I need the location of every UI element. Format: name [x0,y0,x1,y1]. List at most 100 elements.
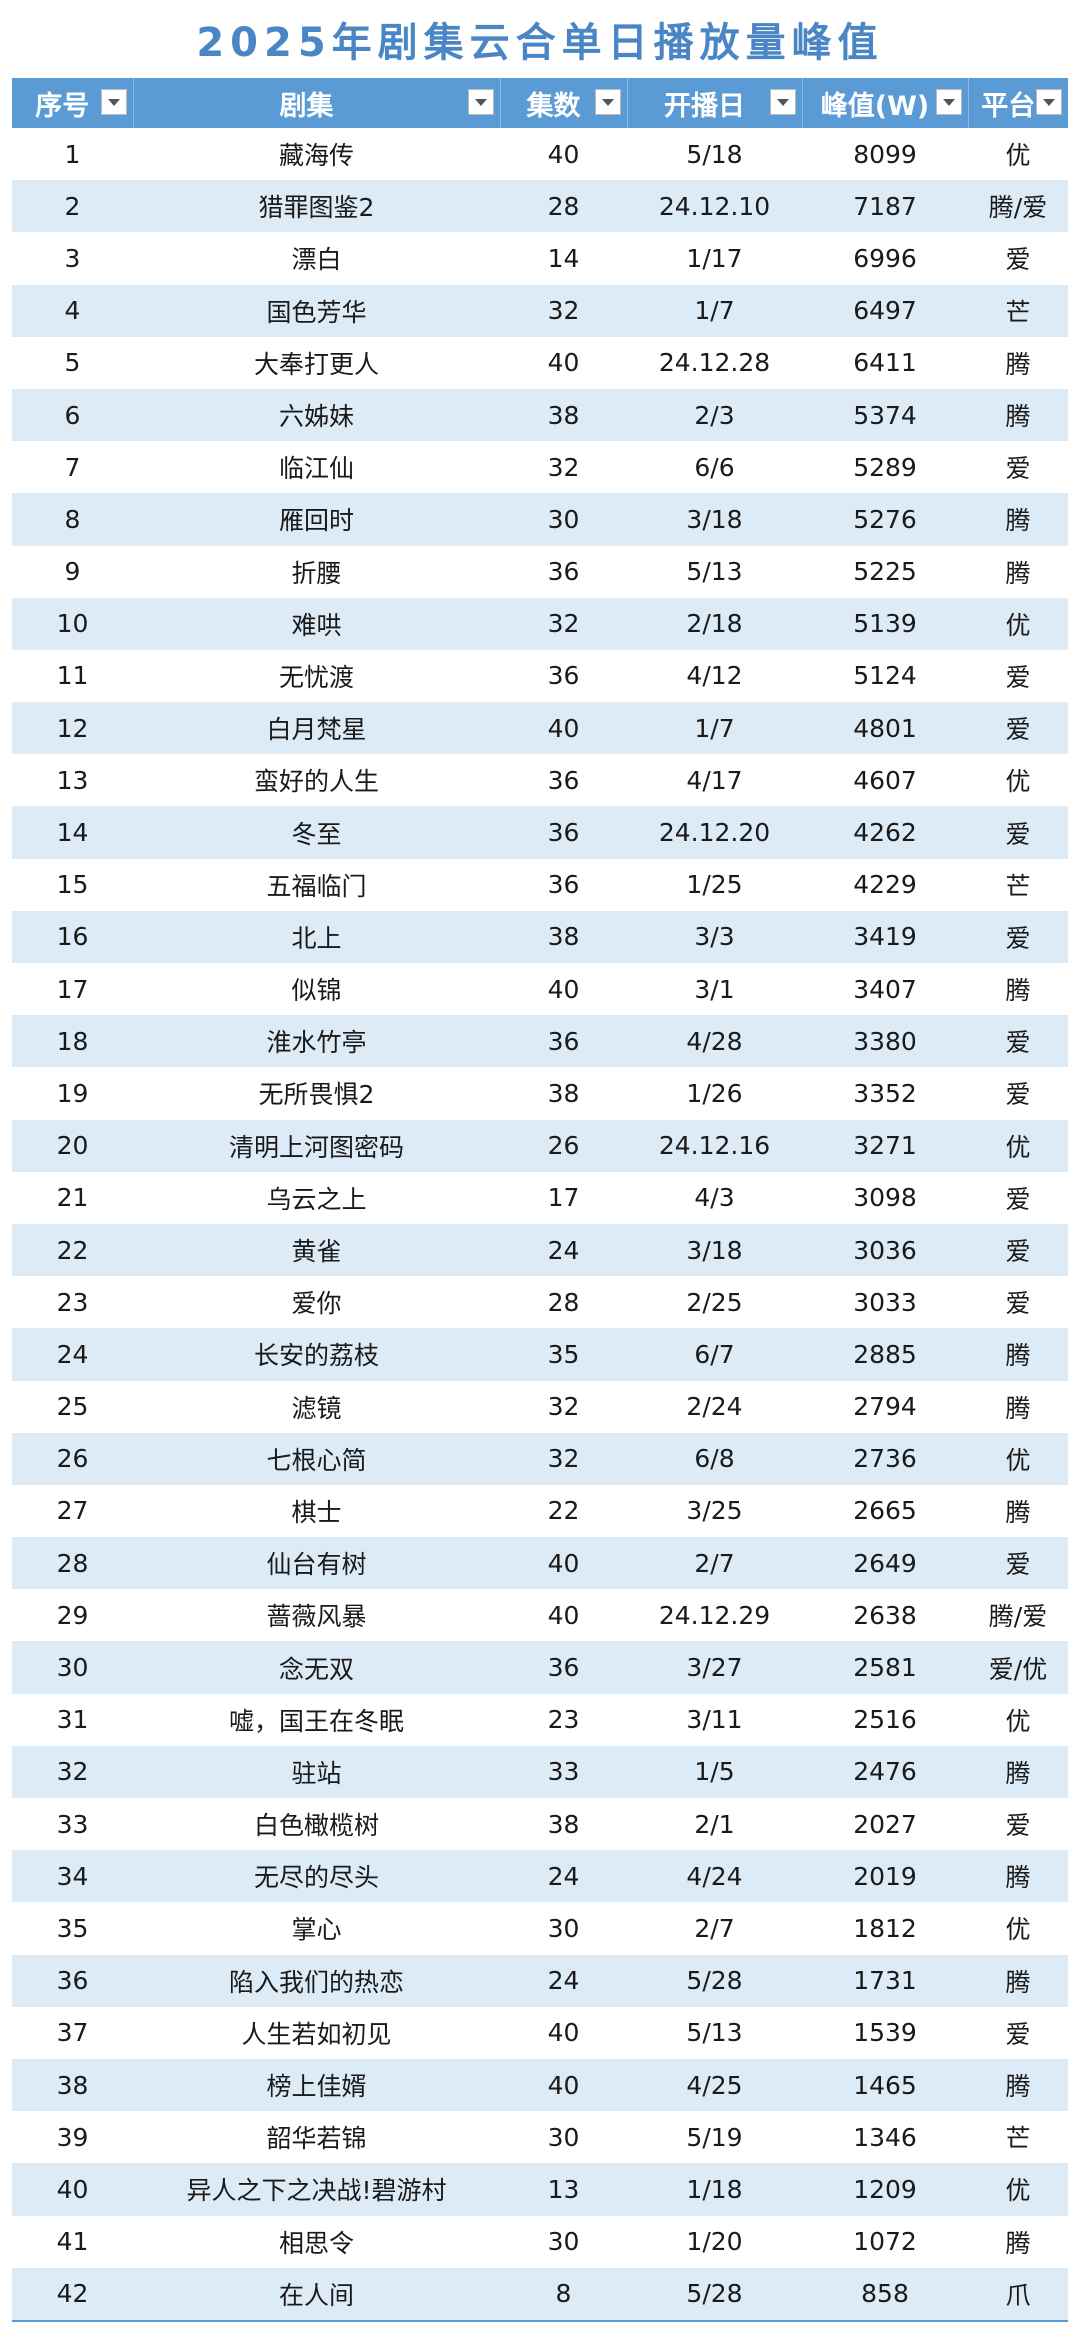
cell-index: 6 [12,388,133,442]
table-row: 26 七根心简 32 6/8 2736 优 [12,1432,1068,1485]
cell-peak: 6996 [802,232,968,285]
cell-premiere: 3/25 [627,1484,802,1538]
cell-platform: 爱 [968,1537,1068,1590]
filter-dropdown-icon[interactable] [769,89,796,115]
cell-peak: 2649 [802,1537,968,1590]
cell-peak: 1465 [802,2058,968,2112]
header-drama: 剧集 [133,78,501,128]
table-row: 32 驻站 33 1/5 2476 腾 [12,1745,1068,1798]
cell-platform: 优 [968,1432,1068,1485]
cell-platform: 优 [968,754,1068,807]
header-peak: 峰值(W) [802,78,969,128]
header-premiere: 开播日 [627,78,803,128]
cell-drama: 大奉打更人 [133,336,500,389]
drama-table: 序号 剧集 集数 开播日 峰值(W) [12,78,1068,2320]
cell-episodes: 24 [500,1223,627,1277]
header-peak-label: 峰值(W) [820,90,930,122]
cell-index: 33 [12,1798,133,1851]
cell-premiere: 24.12.20 [627,806,802,859]
table-row: 21 乌云之上 17 4/3 3098 爱 [12,1171,1068,1224]
cell-episodes: 40 [500,963,627,1016]
cell-platform: 优 [968,128,1068,181]
cell-index: 39 [12,2111,133,2164]
cell-episodes: 40 [500,336,627,389]
cell-index: 4 [12,284,133,337]
cell-drama: 掌心 [133,1902,500,1955]
cell-platform: 芒 [968,2111,1068,2164]
cell-index: 31 [12,1693,133,1746]
table-row: 40 异人之下之决战!碧游村 13 1/18 1209 优 [12,2163,1068,2216]
cell-index: 2 [12,180,133,233]
cell-peak: 5225 [802,545,968,598]
filter-dropdown-icon[interactable] [467,89,494,115]
cell-episodes: 30 [500,2111,627,2164]
cell-drama: 难哄 [133,597,500,650]
cell-peak: 3033 [802,1276,968,1329]
cell-platform: 爱 [968,1015,1068,1068]
table-row: 10 难哄 32 2/18 5139 优 [12,597,1068,650]
cell-episodes: 22 [500,1484,627,1538]
cell-premiere: 3/11 [627,1693,802,1746]
cell-platform: 腾 [968,545,1068,598]
cell-index: 8 [12,493,133,546]
cell-premiere: 6/6 [627,441,802,494]
cell-episodes: 32 [500,1380,627,1433]
cell-peak: 5374 [802,388,968,442]
cell-drama: 北上 [133,910,500,963]
cell-peak: 5276 [802,493,968,546]
cell-index: 41 [12,2215,133,2268]
cell-premiere: 1/7 [627,702,802,755]
cell-peak: 4607 [802,754,968,807]
sheet-title: 2025年剧集云合单日播放量峰值 [196,20,884,66]
table-row: 37 人生若如初见 40 5/13 1539 爱 [12,2006,1068,2059]
filter-dropdown-icon[interactable] [935,89,962,115]
cell-episodes: 40 [500,2006,627,2059]
cell-platform: 腾/爱 [968,180,1068,233]
cell-peak: 2027 [802,1798,968,1851]
header-platform: 平台 [968,78,1068,128]
cell-drama: 五福临门 [133,858,500,911]
cell-index: 27 [12,1484,133,1538]
cell-index: 19 [12,1067,133,1120]
cell-episodes: 33 [500,1745,627,1798]
filter-dropdown-icon[interactable] [1036,89,1062,115]
cell-premiere: 5/28 [627,2267,802,2320]
cell-episodes: 36 [500,545,627,598]
cell-platform: 爱 [968,702,1068,755]
cell-index: 11 [12,649,133,703]
cell-peak: 6411 [802,336,968,389]
cell-premiere: 4/12 [627,649,802,703]
cell-index: 13 [12,754,133,807]
table-row: 35 掌心 30 2/7 1812 优 [12,1902,1068,1955]
cell-index: 7 [12,441,133,494]
cell-premiere: 5/19 [627,2111,802,2164]
filter-dropdown-icon[interactable] [594,89,621,115]
cell-premiere: 4/28 [627,1015,802,1068]
cell-drama: 六姊妹 [133,388,500,442]
cell-peak: 2581 [802,1641,968,1694]
cell-drama: 白月梵星 [133,702,500,755]
header-index: 序号 [12,78,134,128]
cell-drama: 白色橄榄树 [133,1798,500,1851]
cell-platform: 爪 [968,2267,1068,2320]
cell-peak: 1072 [802,2215,968,2268]
cell-platform: 腾 [968,1328,1068,1381]
cell-index: 3 [12,232,133,285]
cell-episodes: 32 [500,284,627,337]
cell-index: 18 [12,1015,133,1068]
filter-dropdown-icon[interactable] [100,89,127,115]
table-row: 8 雁回时 30 3/18 5276 腾 [12,493,1068,546]
table-row: 28 仙台有树 40 2/7 2649 爱 [12,1537,1068,1590]
cell-drama: 念无双 [133,1641,500,1694]
cell-drama: 清明上河图密码 [133,1119,500,1172]
table-row: 41 相思令 30 1/20 1072 腾 [12,2215,1068,2268]
cell-drama: 似锦 [133,963,500,1016]
cell-episodes: 24 [500,1850,627,1903]
cell-episodes: 40 [500,702,627,755]
table-row: 25 滤镜 32 2/24 2794 腾 [12,1380,1068,1433]
cell-episodes: 40 [500,128,627,181]
table-row: 27 棋士 22 3/25 2665 腾 [12,1484,1068,1538]
cell-peak: 2736 [802,1432,968,1485]
table-row: 4 国色芳华 32 1/7 6497 芒 [12,284,1068,337]
cell-index: 40 [12,2163,133,2216]
